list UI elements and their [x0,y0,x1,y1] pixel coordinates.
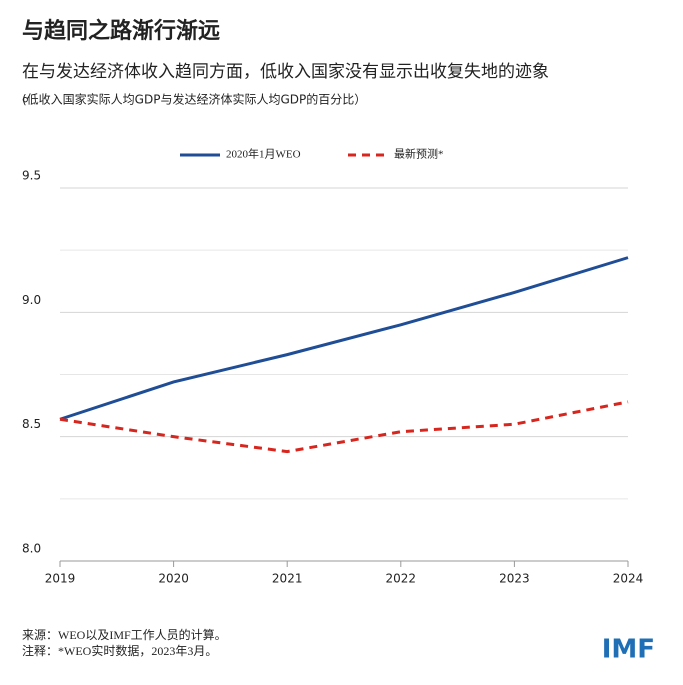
y-tick-label: 8.0 [22,542,41,556]
x-tick-label: 2019 [45,572,76,586]
chart-title: 与趋同之路渐行渐远 [22,18,220,44]
series-line [59,400,629,454]
chart-subtitle: 在与发达经济体收入趋同方面，低收入国家没有显示出收复失地的迹象。 [22,62,549,106]
legend-label: 最新预测* [394,147,444,161]
footnote: 注释：*WEO实时数据，2023年3月。 [22,643,217,658]
y-tick-label: 9.0 [22,293,41,307]
series-line [59,256,629,421]
legend-label: 2020年1月WEO [226,147,301,161]
x-tick-label: 2022 [386,572,417,586]
x-tick-label: 2023 [499,572,530,586]
y-tick-label: 8.5 [22,417,41,431]
x-tick-label: 2024 [613,572,644,586]
chart-note: (低收入国家实际人均GDP与发达经济体实际人均GDP的百分比） [22,92,366,107]
y-tick-label: 9.5 [22,169,41,183]
x-tick-label: 2020 [158,572,189,586]
x-tick-label: 2021 [272,572,303,586]
source: 来源：WEO以及IMF工作人员的计算。 [22,627,227,642]
logo: IMF [602,635,655,665]
